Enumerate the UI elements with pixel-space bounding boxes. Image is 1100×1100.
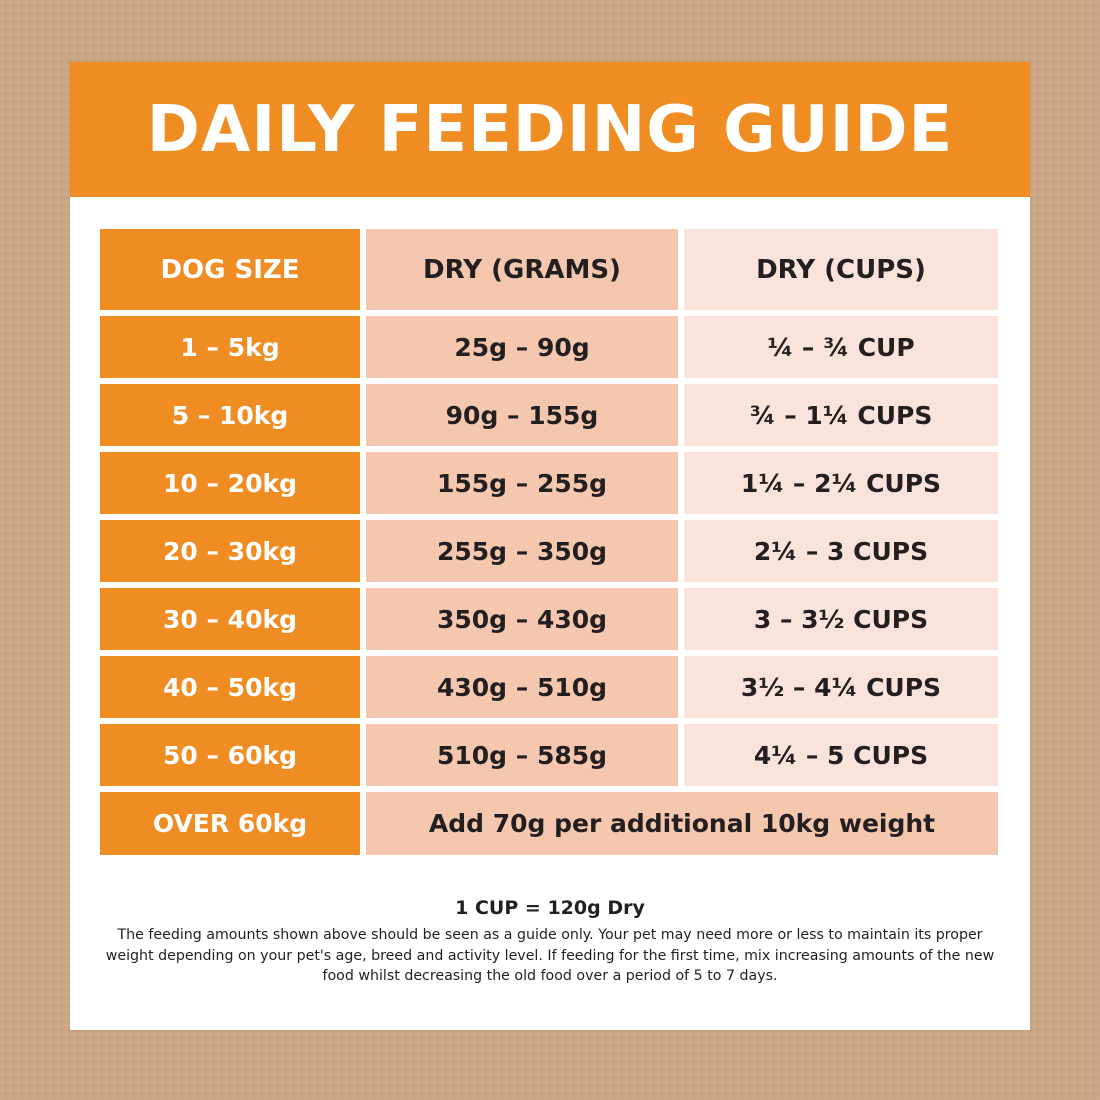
- title-banner: DAILY FEEDING GUIDE: [70, 62, 1030, 197]
- header-dry-cups: DRY (CUPS): [684, 229, 998, 310]
- table-row: 1 – 5kg 25g – 90g ¼ – ¾ CUP: [100, 316, 998, 378]
- grams-cell: 510g – 585g: [366, 724, 678, 786]
- grams-cell: 430g – 510g: [366, 656, 678, 718]
- table-row: 10 – 20kg 155g – 255g 1¼ – 2¼ CUPS: [100, 452, 998, 514]
- table-row: 5 – 10kg 90g – 155g ¾ – 1¼ CUPS: [100, 384, 998, 446]
- header-dry-grams: DRY (GRAMS): [366, 229, 678, 310]
- cups-cell: 3 – 3½ CUPS: [684, 588, 998, 650]
- cups-cell: ¾ – 1¼ CUPS: [684, 384, 998, 446]
- dog-size-cell: 30 – 40kg: [100, 588, 360, 650]
- table-header-row: DOG SIZE DRY (GRAMS) DRY (CUPS): [100, 229, 998, 310]
- cup-conversion: 1 CUP = 120g Dry: [455, 897, 645, 919]
- grams-cell: 155g – 255g: [366, 452, 678, 514]
- feeding-guide-card: DAILY FEEDING GUIDE DOG SIZE DRY (GRAMS)…: [70, 62, 1030, 1030]
- cups-cell: 2¼ – 3 CUPS: [684, 520, 998, 582]
- cups-cell: 3½ – 4¼ CUPS: [684, 656, 998, 718]
- dog-size-cell: OVER 60kg: [100, 792, 360, 855]
- dog-size-cell: 5 – 10kg: [100, 384, 360, 446]
- table-row: 40 – 50kg 430g – 510g 3½ – 4¼ CUPS: [100, 656, 998, 718]
- additional-weight-note: Add 70g per additional 10kg weight: [366, 792, 998, 855]
- table-row: 50 – 60kg 510g – 585g 4¼ – 5 CUPS: [100, 724, 998, 786]
- page-title: DAILY FEEDING GUIDE: [146, 92, 954, 167]
- footer-notes: 1 CUP = 120g Dry The feeding amounts sho…: [70, 897, 1030, 987]
- dog-size-cell: 40 – 50kg: [100, 656, 360, 718]
- grams-cell: 90g – 155g: [366, 384, 678, 446]
- grams-cell: 350g – 430g: [366, 588, 678, 650]
- cups-cell: 4¼ – 5 CUPS: [684, 724, 998, 786]
- cups-cell: ¼ – ¾ CUP: [684, 316, 998, 378]
- header-dog-size: DOG SIZE: [100, 229, 360, 310]
- grams-cell: 25g – 90g: [366, 316, 678, 378]
- table-row: 20 – 30kg 255g – 350g 2¼ – 3 CUPS: [100, 520, 998, 582]
- feeding-disclaimer: The feeding amounts shown above should b…: [105, 927, 995, 984]
- dog-size-cell: 50 – 60kg: [100, 724, 360, 786]
- grams-cell: 255g – 350g: [366, 520, 678, 582]
- table-row-over-60kg: OVER 60kg Add 70g per additional 10kg we…: [100, 792, 998, 855]
- dog-size-cell: 20 – 30kg: [100, 520, 360, 582]
- cups-cell: 1¼ – 2¼ CUPS: [684, 452, 998, 514]
- dog-size-cell: 1 – 5kg: [100, 316, 360, 378]
- dog-size-cell: 10 – 20kg: [100, 452, 360, 514]
- table-row: 30 – 40kg 350g – 430g 3 – 3½ CUPS: [100, 588, 998, 650]
